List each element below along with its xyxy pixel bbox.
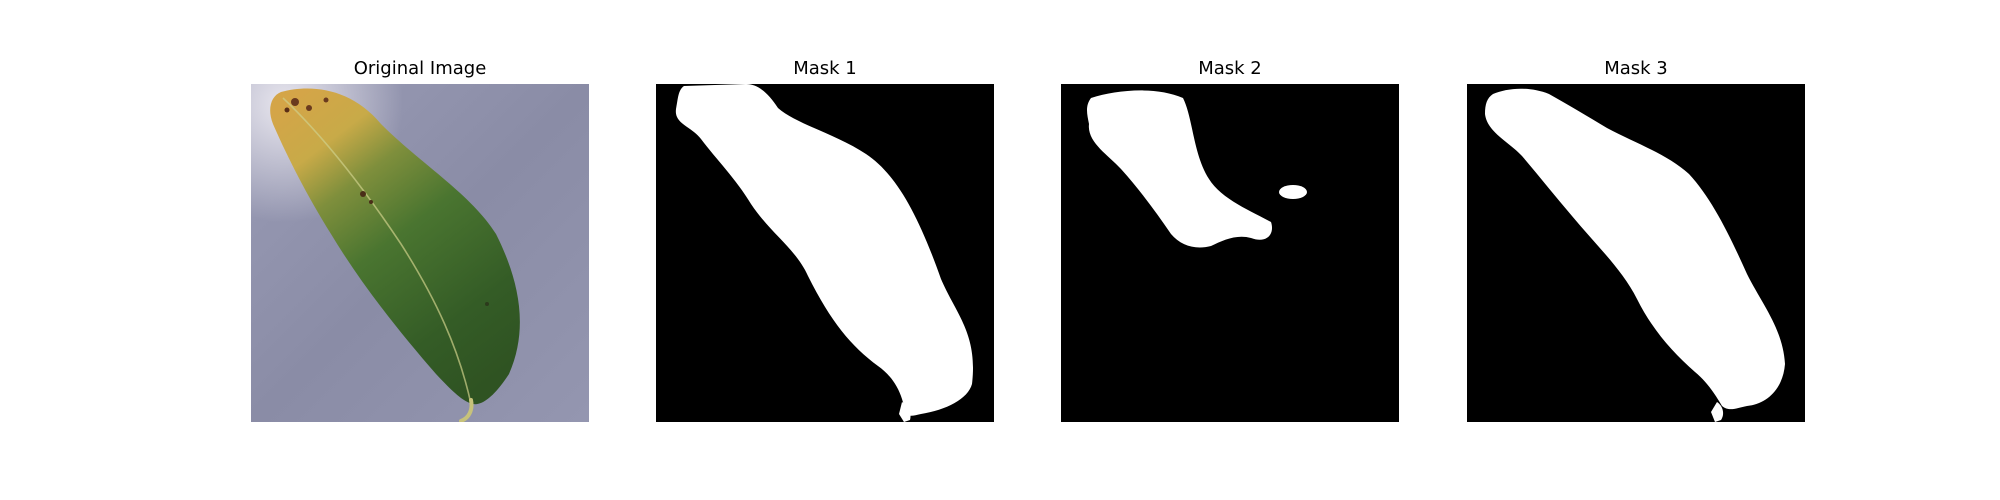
mask-blob: [1279, 185, 1307, 199]
panel-original-image: Original Image: [251, 0, 589, 500]
mask-region: [675, 84, 974, 416]
panel-title: Mask 3: [1604, 58, 1668, 79]
original-image: [251, 84, 589, 422]
mask-region: [1485, 88, 1785, 410]
mask-region: [1087, 90, 1273, 248]
panel-title: Original Image: [353, 58, 487, 79]
mask-2-image: [1061, 84, 1399, 422]
panel-title: Mask 1: [793, 58, 857, 79]
leaf-shape: [270, 88, 520, 405]
mask-3-image: [1467, 84, 1805, 422]
panel-mask-1: Mask 1: [656, 0, 994, 500]
leaf-midrib: [282, 97, 472, 405]
panel-mask-3: Mask 3: [1467, 0, 1805, 500]
panel-mask-2: Mask 2: [1061, 0, 1399, 500]
mask-1-image: [656, 84, 994, 422]
panel-title: Mask 2: [1198, 58, 1262, 79]
